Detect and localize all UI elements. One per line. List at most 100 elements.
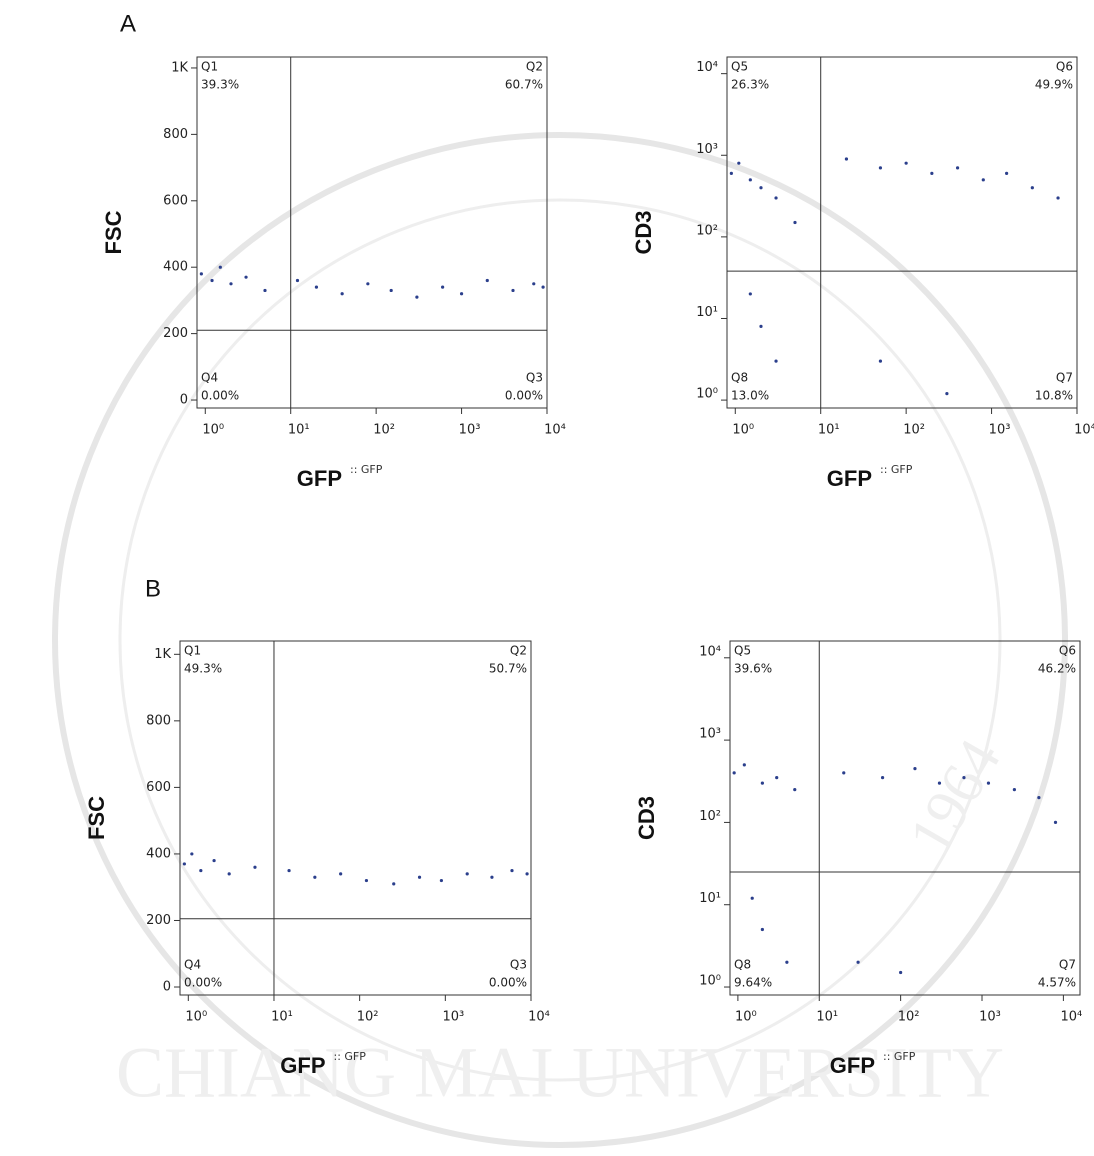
event-dot <box>541 286 544 289</box>
event-dot <box>899 971 902 974</box>
event-dot <box>930 172 933 175</box>
event-dot <box>962 776 965 779</box>
event-dot <box>842 771 845 774</box>
event-dot <box>212 859 215 862</box>
event-dot <box>956 166 959 169</box>
quadrant-name: Q4 <box>184 958 201 972</box>
quadrant-name: Q5 <box>734 644 751 658</box>
y-axis-title: FSC <box>101 210 126 254</box>
y-tick-label: 10² <box>696 223 718 238</box>
event-dot <box>200 272 203 275</box>
x-tick-label: 10² <box>903 423 925 438</box>
event-dot <box>466 872 469 875</box>
event-dot <box>761 782 764 785</box>
x-tick-label: 10¹ <box>816 1010 838 1025</box>
event-dot <box>392 882 395 885</box>
quadrant-name: Q4 <box>201 371 218 385</box>
plot-frame <box>180 641 531 995</box>
event-dot <box>759 186 762 189</box>
event-dot <box>441 286 444 289</box>
x-tick-label: 10³ <box>459 423 481 438</box>
event-dot <box>785 961 788 964</box>
quadrant-name: Q1 <box>184 644 201 658</box>
y-tick-label: 200 <box>163 326 188 341</box>
y-tick-label: 200 <box>146 913 171 928</box>
event-dot <box>229 282 232 285</box>
y-tick-label: 0 <box>163 980 171 995</box>
event-dot <box>490 876 493 879</box>
event-dot <box>219 266 222 269</box>
event-dot <box>1056 196 1059 199</box>
quadrant-name: Q6 <box>1059 644 1076 658</box>
panel-label: A <box>120 10 136 37</box>
quadrant-name: Q8 <box>734 958 751 972</box>
x-tick-label: 10⁴ <box>1061 1010 1083 1025</box>
y-tick-label: 10¹ <box>696 305 718 320</box>
quadrant-percent: 60.7% <box>505 78 543 92</box>
event-dot <box>263 289 266 292</box>
x-axis-param: :: GFP <box>334 1050 367 1063</box>
event-dot <box>296 279 299 282</box>
event-dot <box>341 292 344 295</box>
x-axis-title: GFP <box>827 466 872 491</box>
event-dot <box>460 292 463 295</box>
quadrant-percent: 46.2% <box>1038 662 1076 676</box>
event-dot <box>743 763 746 766</box>
y-tick-label: 0 <box>180 393 188 408</box>
panel-label: B <box>145 575 161 602</box>
event-dot <box>315 286 318 289</box>
y-tick-label: 800 <box>146 713 171 728</box>
event-dot <box>486 279 489 282</box>
quadrant-percent: 4.57% <box>1038 976 1076 990</box>
event-dot <box>244 276 247 279</box>
event-dot <box>390 289 393 292</box>
quadrant-name: Q8 <box>731 371 748 385</box>
event-dot <box>210 279 213 282</box>
x-axis-param: :: GFP <box>350 463 383 476</box>
event-dot <box>759 325 762 328</box>
event-dot <box>793 788 796 791</box>
event-dot <box>440 879 443 882</box>
x-tick-label: 10⁰ <box>202 423 224 438</box>
quadrant-percent: 0.00% <box>201 389 239 403</box>
event-dot <box>1013 788 1016 791</box>
event-dot <box>365 879 368 882</box>
x-axis-param: :: GFP <box>880 463 913 476</box>
quadrant-name: Q1 <box>201 60 218 74</box>
x-tick-label: 10⁰ <box>735 1010 757 1025</box>
event-dot <box>1005 172 1008 175</box>
event-dot <box>1054 821 1057 824</box>
event-dot <box>313 876 316 879</box>
y-tick-label: 10² <box>699 809 721 824</box>
watermark-ring <box>55 135 1065 1145</box>
quadrant-percent: 49.3% <box>184 662 222 676</box>
y-tick-label: 400 <box>163 260 188 275</box>
x-tick-label: 10¹ <box>818 423 840 438</box>
event-dot <box>525 872 528 875</box>
quadrant-name: Q6 <box>1056 60 1073 74</box>
y-tick-label: 800 <box>163 127 188 142</box>
quadrant-percent: 13.0% <box>731 389 769 403</box>
quadrant-name: Q2 <box>526 60 543 74</box>
event-dot <box>733 771 736 774</box>
event-dot <box>913 767 916 770</box>
event-dot <box>228 872 231 875</box>
event-dot <box>190 852 193 855</box>
quadrant-percent: 10.8% <box>1035 389 1073 403</box>
quadrant-percent: 49.9% <box>1035 78 1073 92</box>
x-tick-label: 10⁴ <box>1074 423 1094 438</box>
x-tick-label: 10³ <box>979 1010 1001 1025</box>
event-dot <box>737 162 740 165</box>
event-dot <box>761 928 764 931</box>
x-tick-label: 10⁴ <box>528 1010 550 1025</box>
quadrant-name: Q7 <box>1056 371 1073 385</box>
y-tick-label: 10⁴ <box>696 60 718 75</box>
quadrant-name: Q7 <box>1059 958 1076 972</box>
event-dot <box>945 392 948 395</box>
event-dot <box>183 862 186 865</box>
x-axis-title: GFP <box>830 1053 875 1078</box>
x-tick-label: 10² <box>373 423 395 438</box>
x-tick-label: 10¹ <box>288 423 310 438</box>
quadrant-percent: 0.00% <box>184 976 222 990</box>
event-dot <box>418 876 421 879</box>
